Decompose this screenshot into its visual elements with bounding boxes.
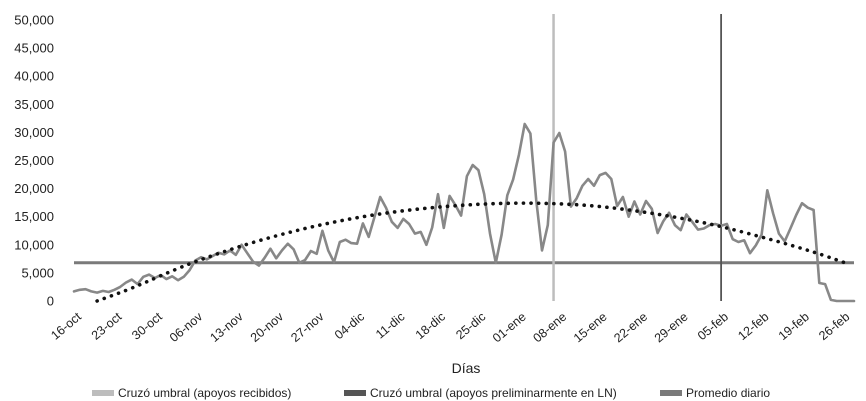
y-tick-label: 0 [47,294,54,309]
x-tick-label: 16-oct [48,309,84,342]
y-tick-label: 20,000 [14,181,54,196]
x-tick-label: 11-dic [373,310,407,342]
legend-item-ln: Cruzó umbral (apoyos preliminarmente en … [344,386,617,400]
x-axis-label: Días [452,360,481,376]
legend-item-average: Promedio diario [660,386,770,400]
x-tick-label: 29-ene [652,310,691,346]
x-tick-label: 05-feb [695,310,731,344]
x-tick-label: 13-nov [207,309,246,345]
x-tick-label: 18-dic [413,310,448,343]
x-tick-label: 22-ene [611,310,650,346]
x-tick-label: 23-oct [89,309,125,342]
legend: Cruzó umbral (apoyos recibidos) Cruzó umb… [92,386,770,400]
y-tick-label: 15,000 [14,209,54,224]
x-tick-label: 26-feb [816,310,852,344]
x-tick-label: 06-nov [167,309,206,345]
daily-series-line [72,122,856,303]
legend-label: Cruzó umbral (apoyos preliminarmente en … [370,386,617,400]
plot-area [72,14,856,303]
y-tick-label: 45,000 [14,41,54,56]
x-axis: 16-oct 23-oct 30-oct 06-nov 13-nov 20-nov 27-n… [48,309,852,345]
x-tick-label: 27-nov [288,309,327,345]
y-tick-label: 40,000 [14,69,54,84]
y-tick-label: 35,000 [14,97,54,112]
y-tick-label: 5,000 [21,265,54,280]
x-tick-label: 25-dic [453,310,488,343]
y-tick-label: 25,000 [14,153,54,168]
x-tick-label: 30-oct [129,309,165,342]
legend-item-received: Cruzó umbral (apoyos recibidos) [92,386,291,400]
y-tick-label: 10,000 [14,237,54,252]
x-tick-label: 08-ene [530,310,569,346]
x-tick-label: 04-dic [332,310,367,343]
x-tick-label: 01-ene [490,310,529,346]
x-tick-label: 15-ene [571,310,610,346]
x-tick-label: 12-feb [735,310,771,344]
legend-label: Cruzó umbral (apoyos recibidos) [118,386,291,400]
y-axis: 0 5,000 10,000 15,000 20,000 25,000 30,000 35,0… [14,13,54,309]
x-tick-label: 19-feb [776,310,812,344]
y-tick-label: 30,000 [14,125,54,140]
trend-dotted-line [95,201,850,303]
y-tick-label: 50,000 [14,13,54,28]
x-tick-label: 20-nov [248,309,287,345]
legend-label: Promedio diario [686,386,770,400]
